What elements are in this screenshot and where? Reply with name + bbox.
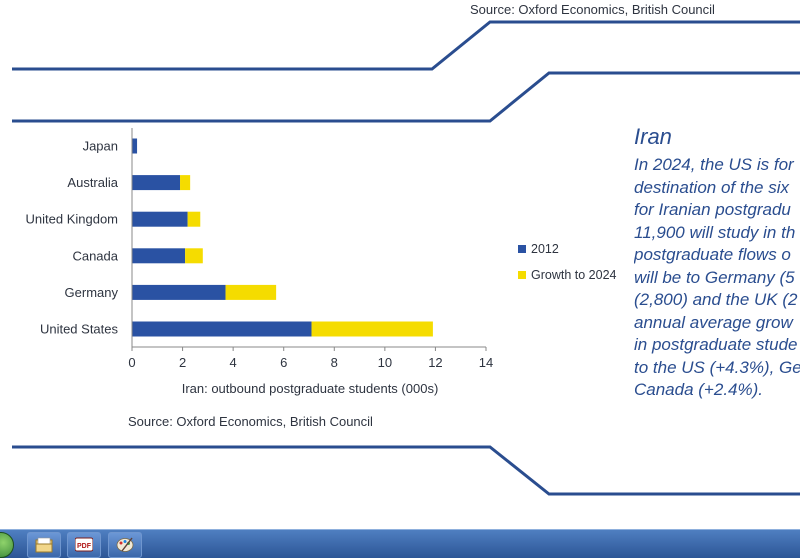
bar-2012 — [132, 248, 186, 264]
bar-chart: Japan Australia United Kingdom Canada German… — [26, 128, 617, 396]
category-labels: Japan Australia United Kingdom Canada German… — [26, 139, 119, 337]
panel-body-line: 11,900 will study in th — [634, 222, 796, 242]
x-axis: 0 2 4 6 8 10 12 14 — [128, 128, 493, 370]
bar-growth — [311, 321, 433, 337]
category-label: United States — [40, 322, 119, 337]
panel-body-line: for Iranian postgradu — [634, 200, 791, 219]
bar-2012 — [132, 284, 226, 300]
pdf-icon: PDF — [75, 537, 93, 552]
paint-icon — [116, 537, 134, 552]
x-tick-label: 2 — [179, 355, 186, 370]
start-button[interactable] — [0, 532, 14, 558]
panel-body-line: Canada (+2.4%). — [634, 380, 763, 399]
pdf-icon-label: PDF — [77, 543, 92, 550]
category-label: Germany — [65, 285, 119, 300]
taskbar-paint-button[interactable] — [108, 532, 142, 558]
legend-swatch — [518, 271, 526, 279]
bar-growth — [225, 284, 277, 300]
folder-icon — [35, 537, 53, 553]
panel-body-line: In 2024, the US is for — [634, 155, 794, 174]
legend-swatch — [518, 245, 526, 253]
panel-body-line: (2,800) and the UK (2 — [634, 290, 798, 309]
bottom-source-note: Source: Oxford Economics, British Counci… — [128, 414, 373, 429]
legend-label: Growth to 2024 — [531, 268, 617, 282]
bar-growth — [185, 248, 203, 264]
panel-body-line: destination of the six — [634, 177, 789, 197]
divider-bottom — [12, 445, 800, 496]
x-tick-label: 14 — [479, 355, 493, 370]
legend-label: 2012 — [531, 242, 559, 256]
panel-body: In 2024, the US is for destination of th… — [634, 154, 800, 402]
category-label: Australia — [67, 175, 118, 190]
taskbar: PDF — [0, 529, 800, 558]
taskbar-pdf-button[interactable]: PDF — [67, 532, 101, 558]
taskbar-folder-button[interactable] — [27, 532, 61, 558]
panel-body-line: annual average grow — [634, 312, 793, 332]
x-tick-label: 4 — [230, 355, 237, 370]
x-tick-label: 12 — [428, 355, 442, 370]
bar-2012 — [132, 321, 312, 337]
bar-growth — [187, 211, 201, 227]
category-label: United Kingdom — [26, 212, 119, 227]
panel-body-line: will be to Germany (5 — [634, 267, 795, 287]
legend: 2012 Growth to 2024 — [518, 242, 617, 282]
bar-growth — [180, 175, 191, 191]
panel-heading: Iran — [634, 124, 672, 149]
bar-2012 — [132, 211, 188, 227]
bar-2012 — [132, 175, 181, 191]
top-source-note: Source: Oxford Economics, British Counci… — [470, 2, 715, 17]
panel-body-line: in postgraduate stude — [634, 335, 798, 354]
panel-body-line: postgraduate flows o — [634, 245, 791, 264]
x-tick-label: 0 — [128, 355, 135, 370]
x-tick-label: 10 — [378, 355, 392, 370]
bar-2012 — [132, 138, 138, 154]
divider-top — [12, 20, 800, 71]
iran-text-panel: Iran In 2024, the US is for destination … — [634, 124, 800, 402]
divider-upper — [12, 71, 800, 123]
frame-lines — [12, 20, 800, 496]
x-tick-label: 8 — [331, 355, 338, 370]
panel-body-line: to the US (+4.3%), Ge — [634, 357, 800, 377]
bars-group — [132, 138, 433, 337]
category-label: Japan — [83, 139, 118, 154]
x-tick-label: 6 — [280, 355, 287, 370]
category-label: Canada — [72, 248, 118, 263]
x-axis-label: Iran: outbound postgraduate students (00… — [182, 381, 439, 396]
